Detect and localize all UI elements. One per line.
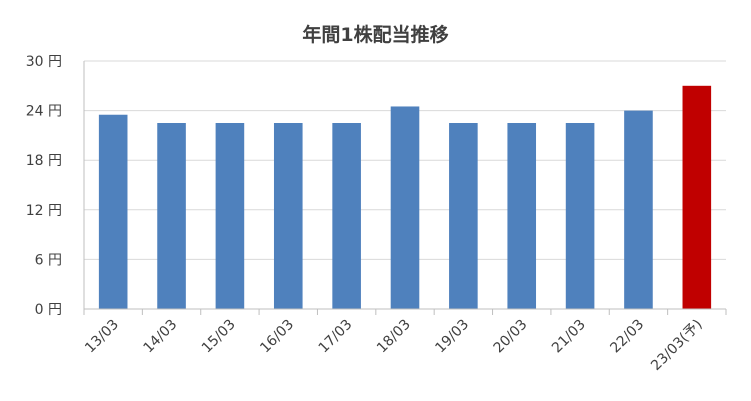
x-tick-label: 13/03: [82, 317, 122, 357]
x-tick-label: 20/03: [491, 317, 531, 357]
x-tick-label: 16/03: [257, 317, 297, 357]
x-tick-label: 19/03: [432, 317, 472, 357]
y-tick-label: 30 円: [26, 54, 62, 70]
chart-title: 年間1株配当推移: [302, 24, 449, 46]
bar: [449, 123, 478, 309]
bar: [565, 123, 595, 309]
bar: [273, 123, 303, 309]
x-tick-label: 15/03: [199, 317, 239, 357]
x-tick-label: 18/03: [374, 317, 414, 357]
bars: [98, 85, 712, 309]
bar: [98, 114, 128, 309]
y-tick-label: 0 円: [35, 302, 62, 318]
axes: [83, 61, 727, 315]
bar: [390, 106, 420, 309]
x-tick-label: 17/03: [316, 317, 356, 357]
bar: [507, 123, 537, 309]
bar: [682, 85, 712, 309]
bar: [332, 123, 361, 309]
x-tick-label: 14/03: [141, 317, 181, 357]
bar: [624, 110, 653, 309]
x-tick-label: 21/03: [549, 317, 589, 357]
y-tick-label: 18 円: [26, 153, 62, 169]
x-tick-label: 23/03(予): [648, 317, 705, 374]
x-tick-label: 22/03: [607, 317, 647, 357]
bar: [157, 123, 186, 309]
y-tick-label: 6 円: [35, 252, 62, 268]
y-tick-label: 12 円: [26, 203, 62, 219]
x-tick-labels: 13/03 14/03 15/03 16/03 17/03 18/03 19/03 20/03…: [82, 317, 705, 374]
bar: [215, 123, 245, 309]
y-tick-label: 24 円: [26, 104, 62, 120]
y-tick-labels: 0 円 6 円 12 円 18 円 24 円 30 円: [26, 54, 62, 318]
